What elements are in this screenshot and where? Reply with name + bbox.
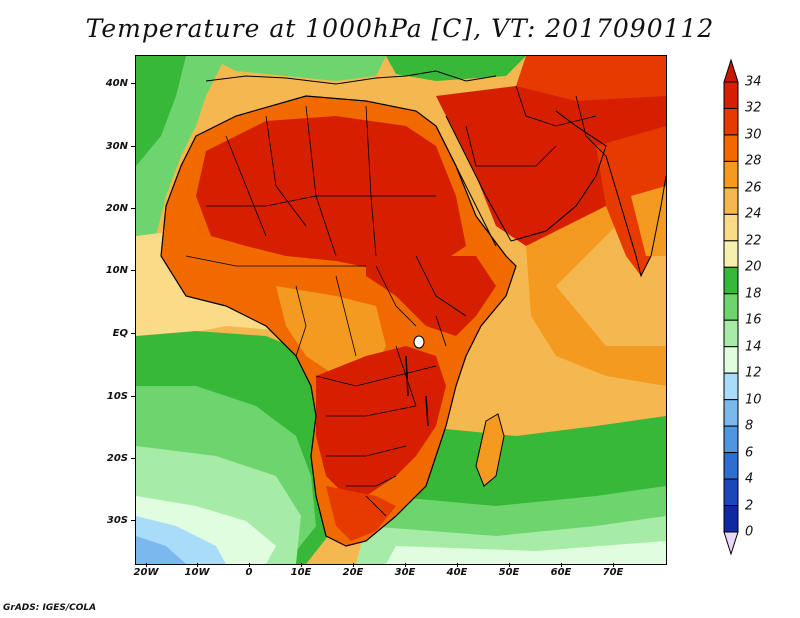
lat-tick-20n [131, 208, 135, 209]
lon-label-0: 0 [245, 567, 253, 578]
lon-label-70e: 70E [602, 567, 624, 578]
lon-tick-0 [249, 563, 250, 567]
lon-label-10e: 10E [290, 567, 312, 578]
colorbar-swatch [723, 346, 739, 374]
south-atlantic-deep-blue [136, 536, 186, 564]
colorbar-level-label: 0 [745, 524, 754, 540]
lat-tick-20s [131, 458, 135, 459]
lon-tick-20e [353, 563, 354, 567]
colorbar-swatch [723, 319, 739, 348]
southern-africa-hot [316, 346, 446, 496]
central-africa-moderate [276, 286, 386, 376]
colorbar-swatch [723, 107, 739, 136]
lon-tick-70e [613, 563, 614, 567]
lat-label-30s: 30S [106, 515, 128, 526]
lat-label-20s: 20S [106, 453, 128, 464]
colorbar-level-label: 6 [745, 445, 754, 461]
colorbar-level-label: 14 [745, 339, 762, 355]
colorbar-bottom-triangle [723, 531, 739, 556]
colorbar-level-label: 2 [745, 498, 754, 514]
europe-coast [205, 70, 497, 85]
colorbar [723, 58, 739, 556]
lat-tick-10s [131, 396, 135, 397]
lat-tick-30s [131, 520, 135, 521]
colorbar-level-label: 34 [745, 74, 762, 90]
arabia-west-coast [445, 115, 512, 242]
lat-label-20n: 20N [105, 203, 128, 214]
lon-tick-10w [197, 563, 198, 567]
south-tip-hot [326, 486, 396, 541]
lat-tick-30n [131, 146, 135, 147]
colorbar-swatch [723, 160, 739, 189]
india-moderate [631, 186, 666, 256]
colorbar-level-label: 20 [745, 259, 762, 275]
north-atlantic-dark-green [136, 56, 186, 166]
map-canvas [136, 56, 666, 564]
lake-tanganyika [405, 355, 409, 397]
lon-label-10w: 10W [184, 567, 210, 578]
lon-label-30e: 30E [394, 567, 416, 578]
colorbar-level-label: 12 [745, 365, 762, 381]
lat-tick-eq [131, 333, 135, 334]
colorbar-swatch [723, 134, 739, 162]
europe-green [206, 56, 386, 81]
lon-label-20w: 20W [133, 567, 159, 578]
temperature-map [135, 55, 667, 565]
arabia-coast [510, 110, 607, 242]
map-title: Temperature at 1000hPa [C], VT: 20170901… [85, 14, 715, 43]
colorbar-level-label: 30 [745, 127, 762, 143]
south-indian-white [386, 541, 666, 564]
lon-label-60e: 60E [550, 567, 572, 578]
colorbar-level-label: 26 [745, 180, 762, 196]
colorbar-swatch [723, 266, 739, 295]
colorbar-swatch [723, 213, 739, 242]
lat-tick-40n [131, 83, 135, 84]
colorbar-swatch [723, 187, 739, 215]
lake-victoria [413, 335, 425, 349]
lat-tick-10n [131, 270, 135, 271]
lat-label-10n: 10N [105, 265, 128, 276]
colorbar-level-label: 22 [745, 233, 762, 249]
colorbar-swatch [723, 505, 739, 533]
colorbar-swatch [723, 478, 739, 507]
lat-label-30n: 30N [105, 141, 128, 152]
lat-label-eq: EQ [112, 328, 128, 339]
lon-label-40e: 40E [446, 567, 468, 578]
colorbar-level-label: 18 [745, 286, 762, 302]
lat-label-10s: 10S [106, 391, 128, 402]
country-borders [185, 85, 607, 517]
lat-label-40n: 40N [105, 78, 128, 89]
lon-tick-50e [509, 563, 510, 567]
colorbar-swatch [723, 240, 739, 268]
middle-east-hot [516, 56, 666, 101]
lon-tick-20w [146, 563, 147, 567]
colorbar-swatch [723, 81, 739, 109]
colorbar-level-label: 28 [745, 153, 762, 169]
lon-label-50e: 50E [498, 567, 520, 578]
balkans-green [386, 56, 526, 81]
grads-credit: GrADS: IGES/COLA [3, 603, 97, 613]
india-coast [605, 155, 666, 278]
colorbar-swatch [723, 425, 739, 454]
lon-tick-60e [561, 563, 562, 567]
colorbar-swatch [723, 452, 739, 480]
lake-malawi [425, 395, 429, 427]
colorbar-level-label: 32 [745, 100, 762, 116]
colorbar-level-label: 16 [745, 312, 762, 328]
colorbar-swatch [723, 293, 739, 321]
lon-tick-10e [301, 563, 302, 567]
lon-tick-30e [405, 563, 406, 567]
colorbar-level-label: 8 [745, 418, 754, 434]
colorbar-level-label: 10 [745, 392, 762, 408]
colorbar-level-label: 4 [745, 471, 754, 487]
sahara-hot-core [196, 116, 466, 271]
colorbar-swatch [723, 399, 739, 427]
colorbar-level-label: 24 [745, 206, 762, 222]
lon-tick-40e [457, 563, 458, 567]
red-sea-coast [435, 125, 497, 247]
madagascar [475, 413, 505, 487]
lon-label-20e: 20E [342, 567, 364, 578]
colorbar-swatch [723, 372, 739, 401]
colorbar-top-triangle [723, 58, 739, 83]
